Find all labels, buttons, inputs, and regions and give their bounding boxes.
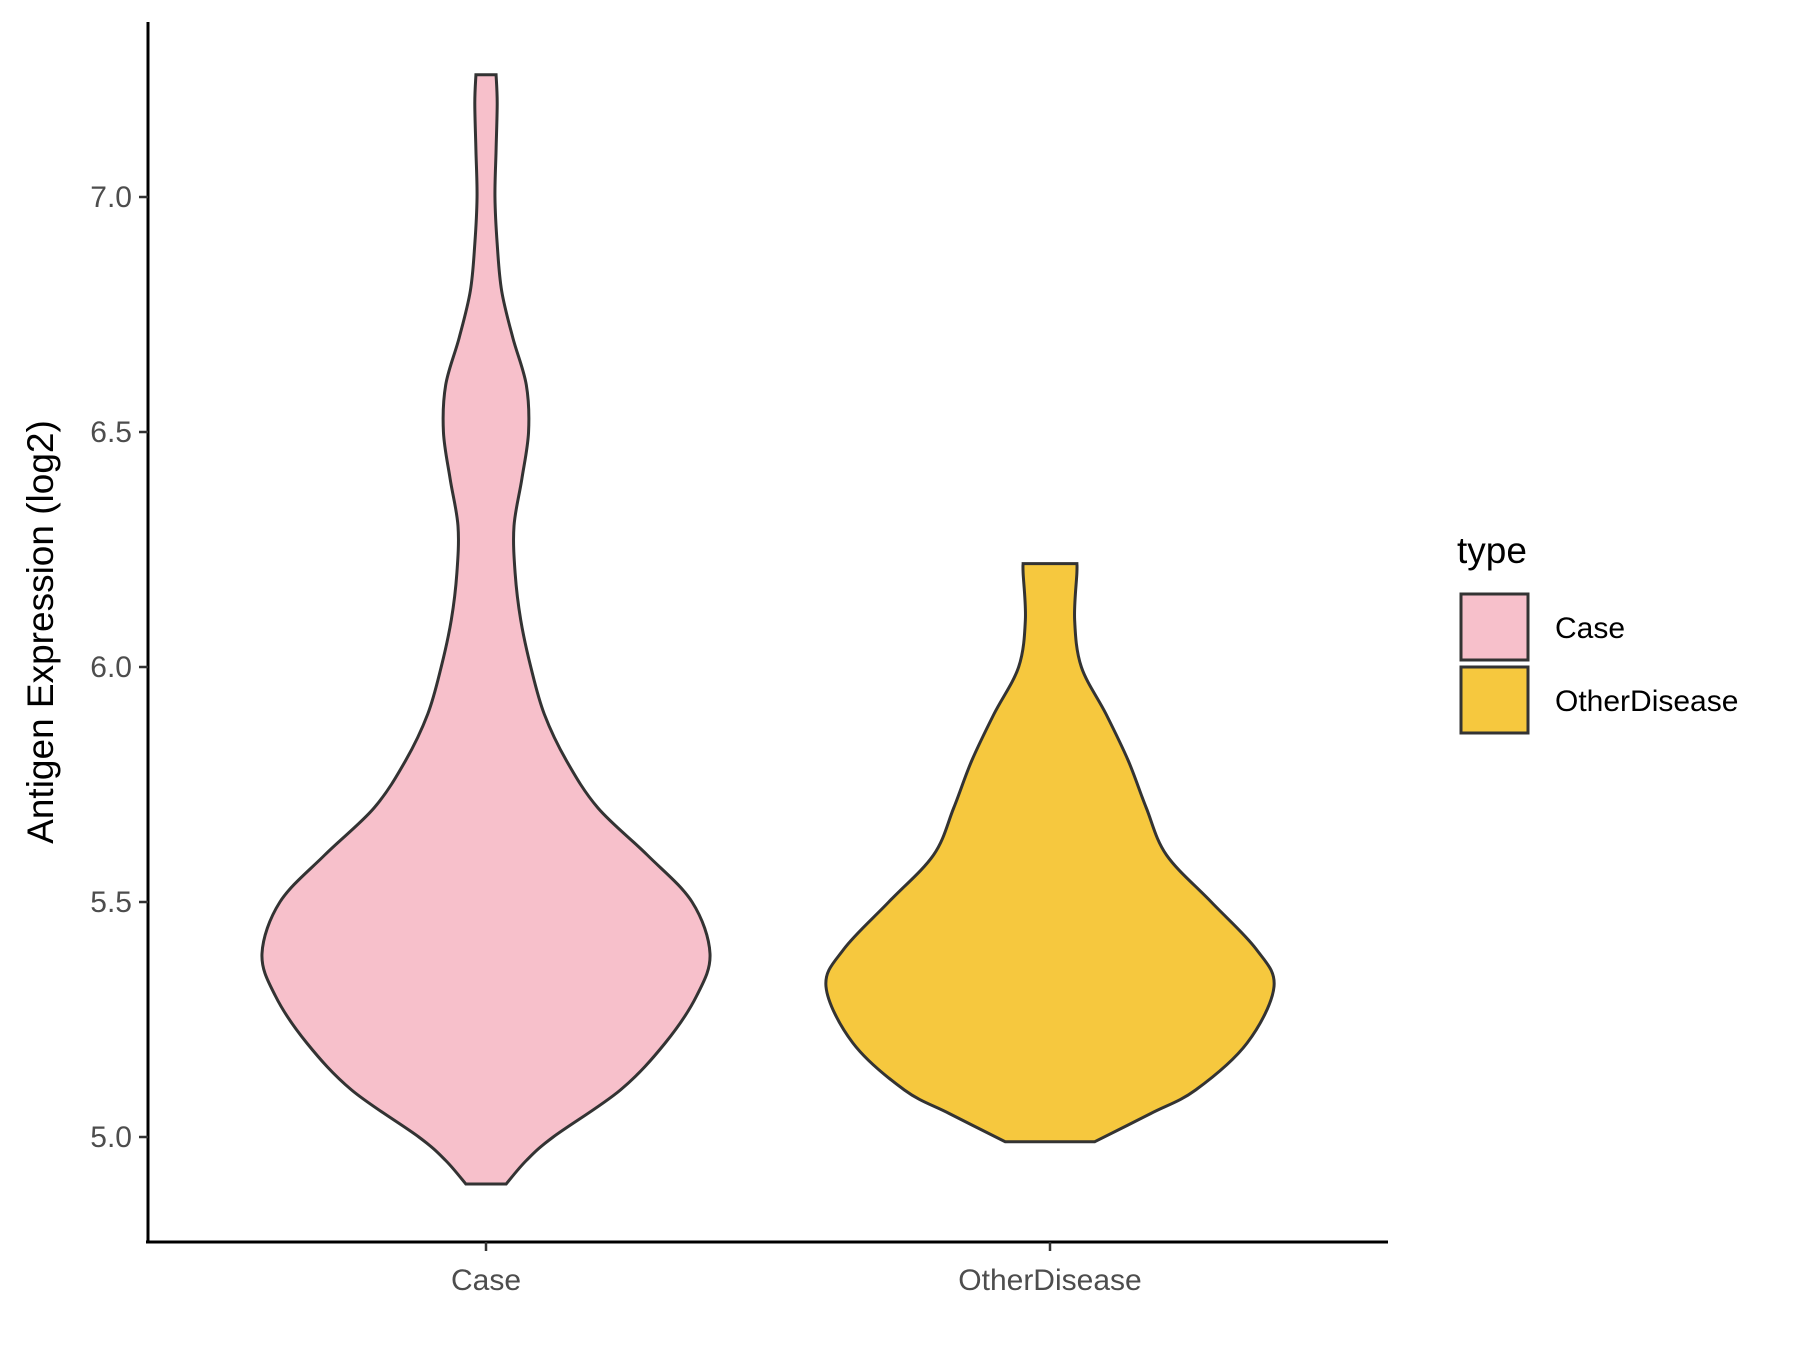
legend-key-otherdisease xyxy=(1459,665,1530,735)
violins xyxy=(260,73,1276,1186)
legend-label-otherdisease: OtherDisease xyxy=(1555,685,1738,718)
x-tick-label: OtherDisease xyxy=(958,1264,1141,1297)
y-tick-label: 5.5 xyxy=(90,886,132,919)
legend-title: type xyxy=(1457,530,1527,571)
legend-entries: Case OtherDisease xyxy=(1459,592,1738,735)
legend-key-case xyxy=(1459,592,1530,662)
plot-area: 5.0 5.5 6.0 6.5 7.0 Case OtherDisease xyxy=(90,22,1388,1297)
x-axis-ticks: Case OtherDisease xyxy=(451,1242,1142,1297)
violin-case xyxy=(260,73,712,1186)
violin-otherdisease xyxy=(824,562,1276,1144)
y-tick-label: 6.5 xyxy=(90,416,132,449)
y-axis-title: Antigen Expression (log2) xyxy=(20,420,61,844)
y-axis-ticks: 5.0 5.5 6.0 6.5 7.0 xyxy=(90,181,148,1154)
legend-label-case: Case xyxy=(1555,612,1625,645)
y-tick-label: 5.0 xyxy=(90,1121,132,1154)
y-tick-label: 6.0 xyxy=(90,651,132,684)
y-tick-label: 7.0 xyxy=(90,181,132,214)
legend: type Case OtherDisease xyxy=(1457,530,1738,735)
x-tick-label: Case xyxy=(451,1264,521,1297)
